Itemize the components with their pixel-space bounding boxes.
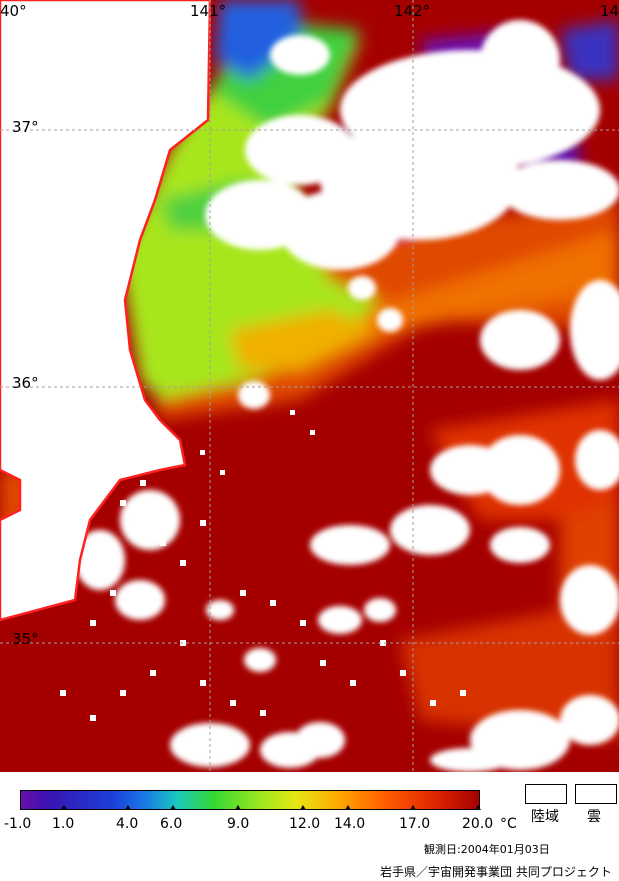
lat-label-37: 37° [12,118,39,136]
blue-cold-water-patch [215,0,300,80]
colorbar-tick: 14.0 [334,816,366,832]
colorbar-tick: 6.0 [160,816,183,832]
land-legend-label: 陸域 [531,809,559,825]
cloud-legend-swatch [575,784,617,804]
lon-label-140: 40° [0,2,27,20]
credit-text: 岩手県／宇宙開発事業団 共同プロジェクト [380,865,612,879]
colorbar-tick: 4.0 [116,816,139,832]
lat-label-35: 35° [12,630,39,648]
lon-label-143: 14 [600,2,619,20]
colorbar-tick: 9.0 [227,816,250,832]
colorbar-tick: 12.0 [289,816,321,832]
temperature-colorbar [20,790,480,810]
lon-label-141: 141° [190,2,227,20]
colorbar-tick: -1.0 [4,816,32,832]
colorbar-tick: 20.0 [462,816,494,832]
observation-date: 観測日:2004年01月03日 [424,843,550,856]
sea-surface-temperature-map [0,0,619,772]
colorbar-tick: 17.0 [399,816,431,832]
colorbar-unit: °C [500,816,517,832]
land-legend-swatch [525,784,567,804]
colorbar-tick: 1.0 [52,816,75,832]
graticule [0,0,619,772]
cloud-legend-label: 雲 [587,809,601,825]
lon-label-142: 142° [394,2,431,20]
land-mass [0,0,212,622]
lat-label-36: 36° [12,374,39,392]
cloud-mask [75,20,619,772]
